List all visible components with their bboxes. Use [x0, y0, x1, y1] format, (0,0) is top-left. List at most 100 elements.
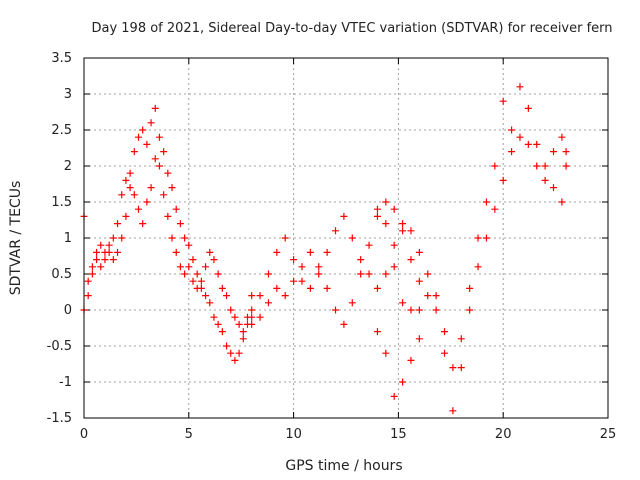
- data-point: [466, 306, 474, 314]
- data-point: [424, 292, 432, 300]
- data-point: [373, 205, 381, 213]
- data-point: [533, 162, 541, 170]
- data-point: [508, 126, 516, 134]
- data-point: [88, 270, 96, 278]
- data-point: [541, 162, 549, 170]
- data-point: [210, 313, 218, 321]
- data-point: [407, 356, 415, 364]
- data-point: [441, 328, 449, 336]
- data-point: [193, 270, 201, 278]
- y-tick-label: -1.5: [47, 411, 72, 426]
- data-point: [126, 169, 134, 177]
- data-point: [482, 198, 490, 206]
- data-point: [298, 263, 306, 271]
- data-point: [323, 284, 331, 292]
- data-point: [382, 220, 390, 228]
- data-point: [248, 292, 256, 300]
- data-point: [558, 133, 566, 141]
- data-point: [273, 248, 281, 256]
- data-point: [105, 241, 113, 249]
- data-point: [109, 234, 117, 242]
- data-point: [193, 284, 201, 292]
- data-point: [348, 234, 356, 242]
- data-points: [80, 83, 570, 415]
- data-point: [399, 227, 407, 235]
- data-point: [114, 220, 122, 228]
- data-point: [143, 198, 151, 206]
- y-tick-label: -1: [59, 375, 72, 390]
- data-point: [424, 270, 432, 278]
- data-point: [382, 349, 390, 357]
- data-point: [516, 133, 524, 141]
- data-point: [239, 335, 247, 343]
- data-point: [235, 349, 243, 357]
- data-point: [147, 119, 155, 127]
- data-point: [290, 277, 298, 285]
- data-point: [407, 256, 415, 264]
- data-point: [357, 256, 365, 264]
- y-tick-label: -0.5: [47, 339, 72, 354]
- data-point: [373, 328, 381, 336]
- data-point: [223, 292, 231, 300]
- data-point: [432, 292, 440, 300]
- y-tick-label: 0: [64, 303, 72, 318]
- data-point: [151, 155, 159, 163]
- data-point: [181, 270, 189, 278]
- x-tick-label: 10: [285, 427, 302, 442]
- data-point: [390, 392, 398, 400]
- data-point: [466, 284, 474, 292]
- y-tick-label: 3.5: [51, 51, 72, 66]
- data-point: [508, 148, 516, 156]
- data-point: [432, 306, 440, 314]
- data-point: [210, 256, 218, 264]
- data-point: [218, 328, 226, 336]
- data-point: [550, 184, 558, 192]
- x-axis-label: GPS time / hours: [285, 458, 402, 474]
- data-point: [202, 263, 210, 271]
- data-point: [441, 349, 449, 357]
- data-point: [143, 140, 151, 148]
- data-point: [348, 299, 356, 307]
- data-point: [160, 191, 168, 199]
- data-point: [315, 270, 323, 278]
- data-point: [415, 335, 423, 343]
- data-point: [264, 299, 272, 307]
- data-point: [499, 176, 507, 184]
- data-point: [88, 263, 96, 271]
- data-point: [449, 364, 457, 372]
- y-tick-label: 1.5: [51, 195, 72, 210]
- data-point: [482, 234, 490, 242]
- data-point: [399, 378, 407, 386]
- data-point: [197, 277, 205, 285]
- data-point: [373, 212, 381, 220]
- chart-title: Day 198 of 2021, Sidereal Day-to-day VTE…: [91, 21, 612, 36]
- grid: [83, 57, 609, 419]
- data-point: [176, 263, 184, 271]
- data-point: [101, 248, 109, 256]
- data-point: [231, 313, 239, 321]
- data-point: [315, 263, 323, 271]
- data-point: [202, 292, 210, 300]
- data-point: [214, 270, 222, 278]
- data-point: [227, 306, 235, 314]
- data-point: [323, 248, 331, 256]
- data-point: [118, 234, 126, 242]
- data-point: [84, 292, 92, 300]
- data-point: [457, 364, 465, 372]
- data-point: [206, 248, 214, 256]
- data-point: [181, 234, 189, 242]
- x-tick-label: 15: [390, 427, 407, 442]
- data-point: [457, 335, 465, 343]
- data-point: [516, 83, 524, 91]
- data-point: [239, 328, 247, 336]
- data-point: [176, 220, 184, 228]
- x-tick-label: 20: [495, 427, 512, 442]
- x-tick-label: 25: [600, 427, 617, 442]
- data-point: [206, 299, 214, 307]
- data-point: [558, 198, 566, 206]
- data-point: [415, 248, 423, 256]
- data-point: [118, 191, 126, 199]
- data-point: [390, 205, 398, 213]
- data-point: [160, 148, 168, 156]
